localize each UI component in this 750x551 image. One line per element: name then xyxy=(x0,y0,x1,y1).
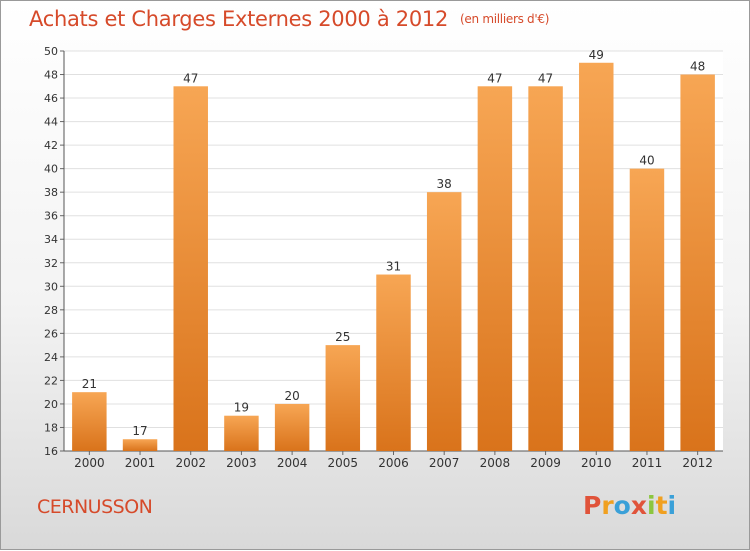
bar-value-label: 31 xyxy=(386,260,401,274)
y-tick-label: 38 xyxy=(44,186,58,199)
y-tick-label: 28 xyxy=(44,304,58,317)
y-tick-label: 22 xyxy=(44,374,58,387)
bar xyxy=(224,415,259,451)
logo-letter: i xyxy=(647,491,656,520)
bar-value-label: 21 xyxy=(82,377,97,391)
logo-letter: i xyxy=(667,491,677,520)
bar xyxy=(274,403,310,451)
bar xyxy=(376,274,411,451)
bar xyxy=(528,86,563,451)
bar xyxy=(72,392,107,451)
x-tick-label: 2010 xyxy=(581,456,612,470)
x-tick-label: 2006 xyxy=(378,456,409,470)
logo-letter: r xyxy=(601,491,614,520)
logo-letter: t xyxy=(655,491,668,520)
bar-value-label: 49 xyxy=(589,48,604,62)
logo-letter: P xyxy=(583,491,602,520)
x-tick-label: 2002 xyxy=(175,456,206,470)
y-tick-label: 26 xyxy=(44,327,58,340)
bar-value-label: 47 xyxy=(487,71,502,85)
y-tick-label: 36 xyxy=(44,210,58,223)
bar-value-label: 38 xyxy=(437,177,452,191)
y-tick-label: 24 xyxy=(44,351,58,364)
y-tick-label: 18 xyxy=(44,421,58,434)
bar-value-label: 47 xyxy=(538,71,553,85)
bar xyxy=(325,345,361,451)
y-tick-label: 42 xyxy=(44,139,58,152)
chart-title: Achats et Charges Externes 2000 à 2012 (e… xyxy=(29,7,549,31)
y-tick-label: 50 xyxy=(44,45,58,58)
logo-letter: x xyxy=(630,491,647,520)
bar xyxy=(680,74,715,451)
bar xyxy=(122,439,158,451)
bar xyxy=(477,86,513,451)
x-tick-label: 2007 xyxy=(429,456,460,470)
bar xyxy=(629,168,665,451)
x-tick-label: 2009 xyxy=(530,456,561,470)
bar xyxy=(173,86,208,451)
commune-name: CERNUSSON xyxy=(37,496,153,518)
x-tick-label: 2004 xyxy=(277,456,308,470)
x-tick-label: 2011 xyxy=(632,456,663,470)
proxiti-logo: Proxiti xyxy=(583,491,676,520)
chart-title-text: Achats et Charges Externes 2000 à 2012 xyxy=(29,7,449,31)
bar-value-label: 17 xyxy=(132,424,147,438)
bar-value-label: 20 xyxy=(284,389,299,403)
y-tick-label: 34 xyxy=(44,233,58,246)
y-tick-label: 40 xyxy=(44,163,58,176)
bar-value-label: 47 xyxy=(183,71,198,85)
x-tick-label: 2003 xyxy=(226,456,257,470)
y-tick-label: 20 xyxy=(44,398,58,411)
y-tick-label: 30 xyxy=(44,280,58,293)
bar-value-label: 40 xyxy=(639,154,654,168)
x-tick-label: 2000 xyxy=(74,456,105,470)
x-tick-label: 2012 xyxy=(682,456,713,470)
bar-value-label: 19 xyxy=(234,401,249,415)
bar-value-label: 25 xyxy=(335,330,350,344)
logo-letter: o xyxy=(613,491,631,520)
y-tick-label: 32 xyxy=(44,257,58,270)
y-tick-label: 46 xyxy=(44,92,58,105)
y-tick-label: 48 xyxy=(44,69,58,82)
bar xyxy=(579,62,614,451)
x-tick-label: 2001 xyxy=(125,456,156,470)
bar xyxy=(426,192,462,452)
x-tick-label: 2005 xyxy=(328,456,359,470)
bar-value-label: 48 xyxy=(690,60,705,74)
y-tick-label: 44 xyxy=(44,116,58,129)
y-tick-label: 16 xyxy=(44,445,58,458)
chart-unit: (en milliers d'€) xyxy=(460,12,550,26)
x-tick-label: 2008 xyxy=(480,456,511,470)
